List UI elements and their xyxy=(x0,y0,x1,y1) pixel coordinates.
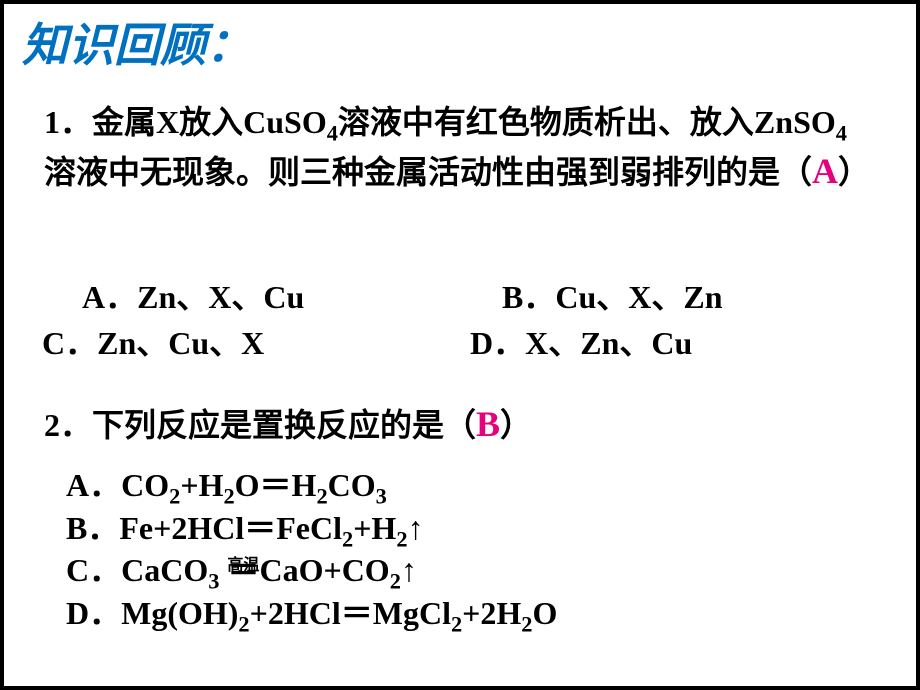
eq-part: D．Mg(OH) xyxy=(66,595,238,631)
eq-part: +H xyxy=(353,510,396,546)
subscript: 2 xyxy=(169,483,180,508)
subscript: 2 xyxy=(238,611,249,636)
option-c-eq: C．CaCO3 高温＝CaO+CO2↑ xyxy=(66,549,886,592)
equals-with-condition: 高温＝ xyxy=(227,549,259,592)
eq-part: +2H xyxy=(462,595,521,631)
option-b: B．Cu、X、Zn xyxy=(502,274,723,320)
eq-part: +H xyxy=(180,467,223,503)
option-d: D．X、Zn、Cu xyxy=(470,320,692,366)
subscript: 2 xyxy=(521,611,532,636)
q2-text-part1: 2．下列反应是置换反应的是（ xyxy=(44,407,476,443)
subscript: 2 xyxy=(316,483,327,508)
q1-text-part2: 溶液中有红色物质析出、放入ZnSO xyxy=(338,104,836,140)
subscript: 2 xyxy=(451,611,462,636)
q1-answer: A xyxy=(812,151,838,191)
eq-part: B．Fe+2HCl＝FeCl xyxy=(66,510,342,546)
subscript: 2 xyxy=(223,483,234,508)
reaction-condition: 高温 xyxy=(227,555,259,576)
question-1-options: A．Zn、X、Cu B．Cu、X、Zn C．Zn、Cu、X D．X、Zn、Cu xyxy=(82,274,882,367)
eq-part: ↑ xyxy=(408,510,424,546)
q2-text-part2: ） xyxy=(500,407,532,443)
option-a: A．Zn、X、Cu xyxy=(82,274,502,320)
subscript: 4 xyxy=(327,120,338,145)
eq-part: +2HCl＝MgCl xyxy=(250,595,451,631)
question-2-stem: 2．下列反应是置换反应的是（B） xyxy=(44,399,874,449)
option-row: A．Zn、X、Cu B．Cu、X、Zn xyxy=(82,274,882,320)
subscript: 2 xyxy=(396,526,407,551)
subscript: 2 xyxy=(342,526,353,551)
q1-text-part1: 1．金属X放入CuSO xyxy=(44,104,327,140)
eq-part: A．CO xyxy=(66,467,169,503)
subscript: 2 xyxy=(390,568,401,593)
question-2-options: A．CO2+H2O＝H2CO3 B．Fe+2HCl＝FeCl2+H2↑ C．Ca… xyxy=(66,464,886,634)
eq-part: CaO+CO xyxy=(259,552,389,588)
option-row: C．Zn、Cu、X D．X、Zn、Cu xyxy=(62,320,882,366)
q1-text-part3: 溶液中无现象。则三种金属活动性由强到弱排列的是（ xyxy=(44,154,812,190)
subscript: 4 xyxy=(836,120,847,145)
section-header: 知识回顾： xyxy=(22,9,252,75)
question-1-stem: 1．金属X放入CuSO4溶液中有红色物质析出、放入ZnSO4溶液中无现象。则三种… xyxy=(44,99,874,198)
eq-part: ↑ xyxy=(401,552,417,588)
option-c: C．Zn、Cu、X xyxy=(42,320,470,366)
subscript: 3 xyxy=(376,483,387,508)
eq-spacer xyxy=(219,552,227,588)
q2-answer: B xyxy=(476,404,500,444)
eq-part: O xyxy=(533,595,558,631)
option-b-eq: B．Fe+2HCl＝FeCl2+H2↑ xyxy=(66,507,886,550)
q1-text-part4: ） xyxy=(838,154,870,190)
subscript: 3 xyxy=(208,568,219,593)
option-d-eq: D．Mg(OH)2+2HCl＝MgCl2+2H2O xyxy=(66,592,886,635)
slide-container: 知识回顾： 1．金属X放入CuSO4溶液中有红色物质析出、放入ZnSO4溶液中无… xyxy=(4,4,916,686)
option-a-eq: A．CO2+H2O＝H2CO3 xyxy=(66,464,886,507)
eq-part: CO xyxy=(328,467,376,503)
eq-part: O＝H xyxy=(235,467,317,503)
eq-part: C．CaCO xyxy=(66,552,208,588)
